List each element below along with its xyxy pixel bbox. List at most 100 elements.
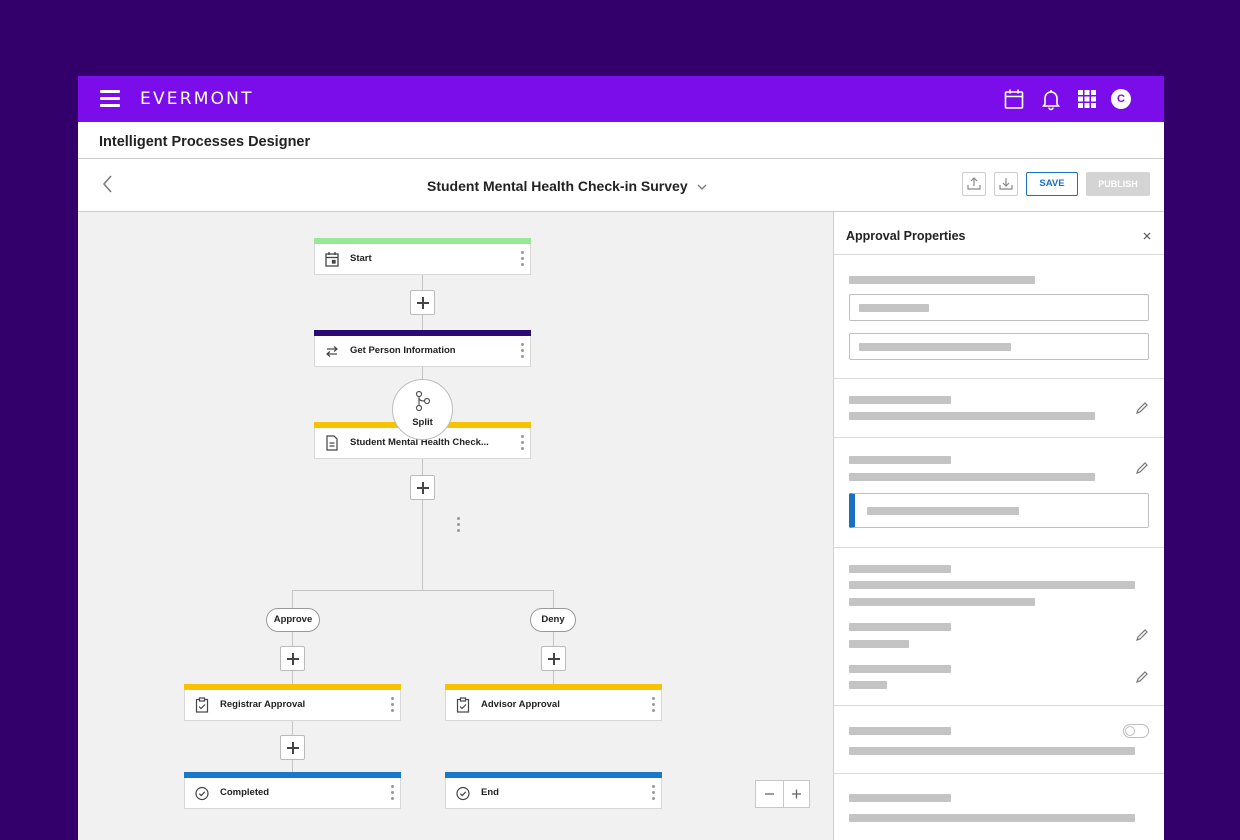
placeholder-text — [849, 565, 951, 573]
brand-logo: EVERMONT — [140, 89, 254, 109]
property-input[interactable] — [849, 294, 1149, 321]
node-label: Student Mental Health Check... — [350, 437, 489, 448]
divider — [834, 773, 1164, 774]
placeholder-text — [849, 727, 951, 735]
placeholder-text — [849, 794, 951, 802]
divider — [834, 378, 1164, 379]
more-options-icon[interactable] — [391, 697, 395, 713]
close-icon[interactable] — [1141, 229, 1153, 241]
add-step-button[interactable] — [541, 646, 566, 671]
placeholder-text — [849, 598, 1035, 606]
top-navigation-bar: EVERMONT C — [78, 76, 1164, 122]
node-color-bar — [184, 684, 401, 690]
more-options-icon[interactable] — [521, 251, 525, 267]
node-color-bar — [184, 772, 401, 778]
node-color-bar — [445, 772, 662, 778]
import-button[interactable] — [962, 172, 986, 196]
page-title: Intelligent Processes Designer — [99, 134, 311, 150]
plus-icon — [792, 789, 801, 799]
flow-node-advisor-approval[interactable]: Advisor Approval — [445, 684, 662, 721]
pencil-icon[interactable] — [1135, 628, 1149, 642]
more-options-icon[interactable] — [457, 517, 460, 535]
node-label: Get Person Information — [350, 345, 456, 356]
export-button[interactable] — [994, 172, 1018, 196]
user-avatar[interactable]: C — [1111, 89, 1131, 109]
divider — [834, 547, 1164, 548]
placeholder-text — [849, 623, 951, 631]
zoom-out-button[interactable] — [756, 781, 783, 807]
divider — [834, 254, 1164, 255]
flow-node-completed[interactable]: Completed — [184, 772, 401, 809]
zoom-in-button[interactable] — [784, 781, 811, 807]
more-options-icon[interactable] — [521, 343, 525, 359]
placeholder-text — [849, 456, 951, 464]
chevron-down-icon[interactable] — [696, 180, 708, 192]
placeholder-text — [849, 681, 887, 689]
publish-button[interactable]: PUBLISH — [1086, 172, 1150, 196]
bell-icon[interactable] — [1039, 87, 1063, 111]
check-circle-icon — [456, 785, 470, 801]
node-label: Completed — [220, 787, 270, 798]
flow-canvas[interactable] — [78, 212, 834, 840]
import-icon — [967, 177, 981, 190]
flow-node-start[interactable]: Start — [314, 238, 531, 275]
branch-label-deny[interactable]: Deny — [530, 608, 576, 632]
swap-arrows-icon — [325, 343, 339, 359]
add-step-button[interactable] — [410, 290, 435, 315]
zoom-controls — [755, 780, 810, 808]
clipboard-check-icon — [195, 697, 209, 713]
minus-icon — [765, 793, 774, 795]
node-label: Advisor Approval — [481, 699, 560, 710]
placeholder-text — [849, 581, 1135, 589]
calendar-icon — [325, 251, 339, 267]
property-input[interactable] — [849, 333, 1149, 360]
divider — [834, 705, 1164, 706]
connector-line — [422, 440, 423, 591]
calendar-icon[interactable] — [1002, 87, 1026, 111]
flow-node-registrar-approval[interactable]: Registrar Approval — [184, 684, 401, 721]
placeholder-text — [849, 665, 951, 673]
check-circle-icon — [195, 785, 209, 801]
divider — [783, 781, 784, 807]
properties-panel: Approval Properties — [834, 212, 1164, 840]
toggle-switch[interactable] — [1123, 724, 1149, 738]
connector-line — [422, 366, 423, 386]
pencil-icon[interactable] — [1135, 461, 1149, 475]
pencil-icon[interactable] — [1135, 670, 1149, 684]
node-label: End — [481, 787, 499, 798]
split-branch-icon — [415, 390, 431, 412]
export-icon — [999, 178, 1013, 190]
placeholder-text — [849, 396, 951, 404]
add-step-button[interactable] — [410, 475, 435, 500]
more-options-icon[interactable] — [391, 785, 395, 801]
selected-approver-field[interactable] — [849, 493, 1149, 528]
save-button[interactable]: SAVE — [1026, 172, 1078, 196]
placeholder-text — [849, 276, 1035, 284]
node-label: Start — [350, 253, 372, 264]
panel-title: Approval Properties — [846, 229, 966, 243]
placeholder-text — [849, 412, 1095, 420]
apps-grid-icon[interactable] — [1075, 87, 1099, 111]
divider — [833, 212, 834, 840]
add-step-button[interactable] — [280, 735, 305, 760]
node-color-bar — [314, 330, 531, 336]
back-chevron-icon[interactable] — [100, 173, 116, 195]
add-step-button[interactable] — [280, 646, 305, 671]
process-title[interactable]: Student Mental Health Check-in Survey — [427, 178, 688, 194]
more-options-icon[interactable] — [521, 435, 525, 451]
branch-label-approve[interactable]: Approve — [266, 608, 320, 632]
flow-node-get-person-information[interactable]: Get Person Information — [314, 330, 531, 367]
flow-node-split[interactable]: Split — [392, 379, 453, 440]
placeholder-text — [849, 640, 909, 648]
placeholder-text — [849, 814, 1135, 822]
more-options-icon[interactable] — [652, 697, 656, 713]
menu-icon[interactable] — [100, 90, 120, 108]
flow-node-end[interactable]: End — [445, 772, 662, 809]
more-options-icon[interactable] — [652, 785, 656, 801]
divider — [834, 437, 1164, 438]
split-label: Split — [412, 417, 433, 428]
node-label: Registrar Approval — [220, 699, 306, 710]
pencil-icon[interactable] — [1135, 401, 1149, 415]
placeholder-text — [859, 304, 929, 312]
placeholder-text — [849, 473, 1095, 481]
